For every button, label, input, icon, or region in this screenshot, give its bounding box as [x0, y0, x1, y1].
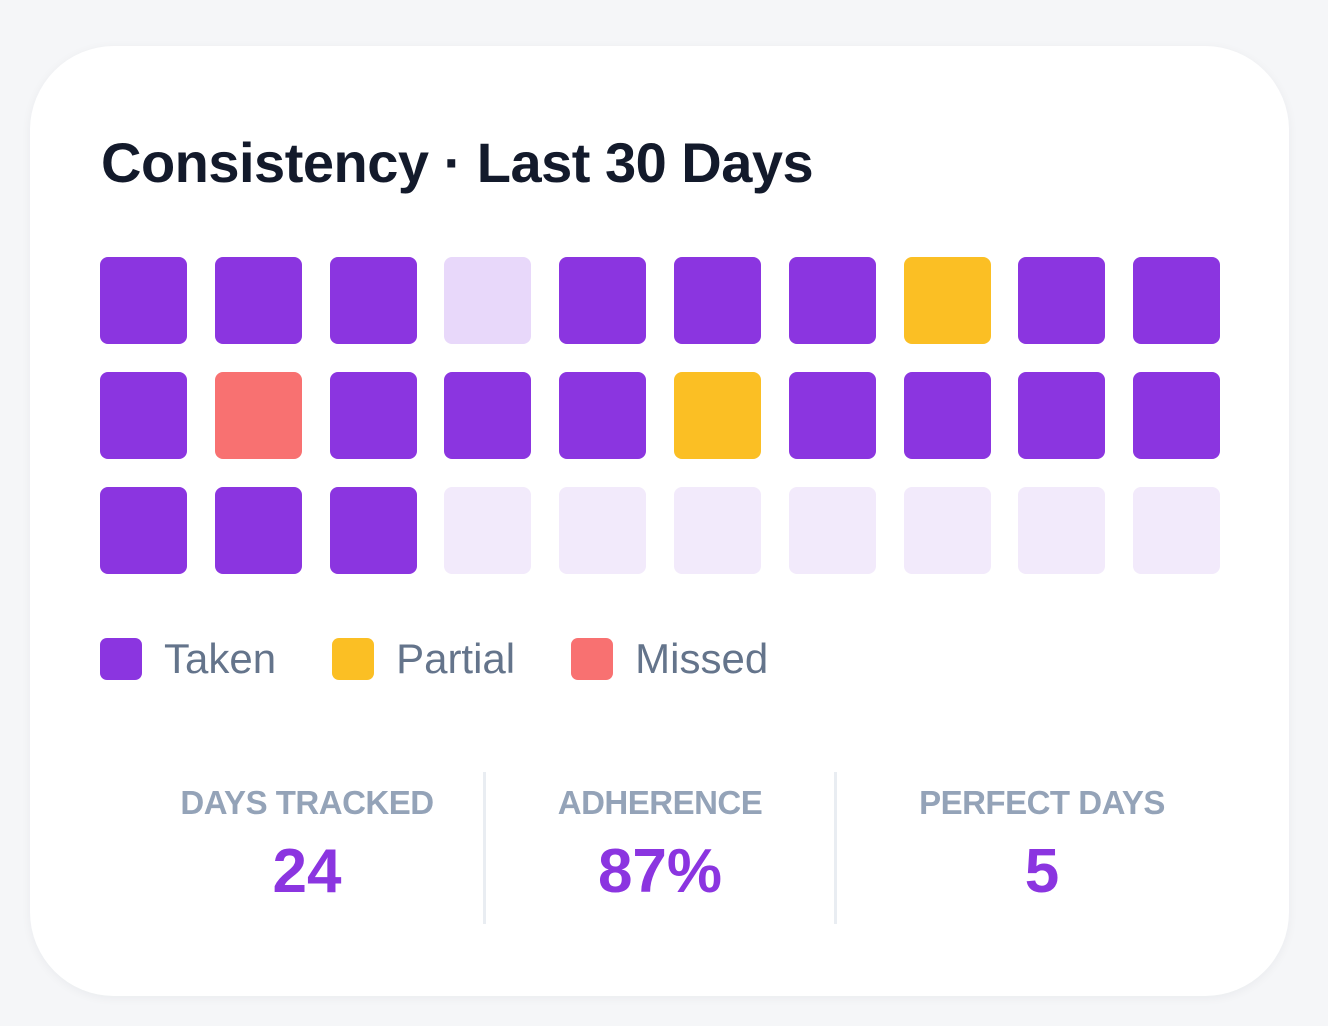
day-cell-taken — [903, 372, 991, 459]
day-cell-partial — [903, 257, 991, 344]
day-cell-taken — [444, 372, 532, 459]
day-cell-future — [1133, 487, 1221, 574]
day-cell-taken — [1133, 257, 1221, 344]
day-cell-taken — [214, 487, 302, 574]
day-cell-future — [444, 487, 532, 574]
day-cell-taken — [788, 257, 876, 344]
stat-days-tracked: DAYS TRACKED 24 — [100, 772, 514, 924]
legend-label: Missed — [635, 635, 769, 682]
day-cell-future — [788, 487, 876, 574]
legend-item-missed: Missed — [571, 635, 768, 683]
stats-row: DAYS TRACKED 24 ADHERENCE 87% PERFECT DA… — [100, 772, 1220, 924]
stat-value: 87% — [597, 837, 723, 906]
legend-label: Partial — [396, 635, 516, 682]
stat-label: DAYS TRACKED — [180, 784, 434, 821]
day-cell-taken — [214, 257, 302, 344]
day-cell-taken — [100, 372, 187, 459]
day-cell-taken — [673, 257, 761, 344]
legend: Taken Partial Missed — [100, 634, 824, 684]
day-cell-taken — [100, 257, 187, 344]
legend-item-taken: Taken — [100, 635, 276, 683]
day-cell-taken — [329, 372, 417, 459]
day-cell-missed — [214, 372, 302, 459]
stat-value: 24 — [272, 837, 342, 906]
day-cell-future — [673, 487, 761, 574]
stat-divider — [483, 772, 486, 924]
stat-label: PERFECT DAYS — [919, 784, 1165, 821]
taken-swatch-icon — [100, 638, 142, 680]
day-cell-taken — [329, 487, 417, 574]
day-cell-future — [559, 487, 647, 574]
day-cell-partial — [673, 372, 761, 459]
legend-item-partial: Partial — [332, 635, 515, 683]
day-cell-taken — [559, 372, 647, 459]
day-cell-taken — [788, 372, 876, 459]
legend-label: Taken — [164, 635, 277, 682]
day-grid — [100, 257, 1221, 574]
day-cell-skipped — [444, 257, 532, 344]
day-cell-taken — [559, 257, 647, 344]
day-cell-future — [903, 487, 991, 574]
day-cell-future — [1018, 487, 1106, 574]
card-title: Consistency · Last 30 Days — [101, 131, 814, 194]
stat-perfect-days: PERFECT DAYS 5 — [836, 772, 1248, 924]
stat-value: 5 — [1024, 837, 1060, 906]
day-cell-taken — [1018, 372, 1106, 459]
day-cell-taken — [329, 257, 417, 344]
day-cell-taken — [1018, 257, 1106, 344]
consistency-card: Consistency · Last 30 Days Taken Partial… — [30, 46, 1289, 996]
day-cell-taken — [100, 487, 187, 574]
partial-swatch-icon — [332, 638, 375, 680]
day-cell-taken — [1133, 372, 1221, 459]
missed-swatch-icon — [571, 638, 614, 680]
stat-divider — [834, 772, 837, 924]
stat-label: ADHERENCE — [557, 784, 763, 821]
stat-adherence: ADHERENCE 87% — [485, 772, 835, 924]
